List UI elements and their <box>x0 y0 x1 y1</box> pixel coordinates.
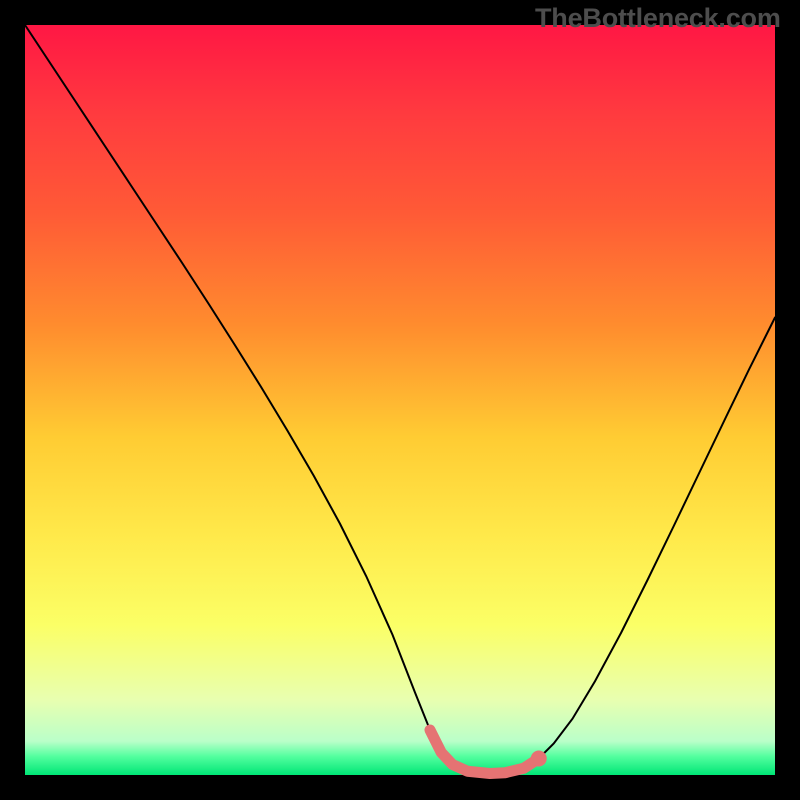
highlight-end-marker <box>531 751 547 767</box>
bottleneck-chart <box>0 0 800 800</box>
plot-background <box>25 25 775 775</box>
watermark: TheBottleneck.com <box>535 3 781 34</box>
